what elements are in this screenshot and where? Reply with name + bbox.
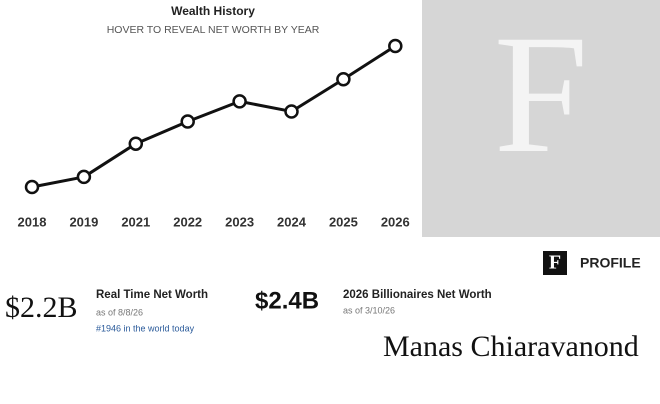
brand-logo-letter: F: [549, 252, 561, 274]
stat-label: Real Time Net Worth: [96, 289, 208, 301]
data-point: [76, 169, 92, 185]
stat-date: as of 8/8/26: [96, 307, 143, 317]
stat-date: as of 3/10/26: [343, 305, 395, 315]
x-tick-label: 2019: [69, 214, 98, 229]
x-tick-label: 2021: [121, 214, 150, 229]
data-point: [388, 38, 403, 54]
x-tick-label: 2022: [173, 214, 202, 229]
person-name: Manas Chiaravanond: [383, 330, 639, 363]
data-point: [24, 179, 40, 195]
data-point: [232, 94, 247, 109]
x-tick-label: 2024: [277, 214, 307, 229]
stat-rank[interactable]: #1946 in the world today: [96, 323, 195, 333]
data-point: [336, 71, 351, 87]
profile-image: [422, 0, 660, 237]
x-tick-label: 2023: [225, 214, 254, 229]
brand-logo: [543, 251, 567, 275]
data-point: [128, 136, 144, 151]
stat-label: 2026 Billionaires Net Worth: [343, 289, 492, 301]
wealth-line: [31, 44, 397, 189]
x-tick-label: 2025: [329, 214, 358, 229]
stat-value: $2.2B: [5, 291, 78, 324]
data-point: [180, 114, 195, 129]
brand-letter: F: [494, 0, 589, 188]
chart-subtitle: HOVER TO REVEAL NET WORTH BY YEAR: [107, 24, 320, 36]
stat-value: $2.4B: [255, 287, 319, 314]
chart-panel: [0, 0, 420, 240]
x-tick-label: 2026: [381, 214, 410, 229]
chart-title: Wealth History: [171, 4, 255, 18]
data-point: [284, 104, 299, 119]
x-tick-label: 2018: [18, 214, 47, 229]
brand-label: PROFILE: [580, 255, 641, 271]
